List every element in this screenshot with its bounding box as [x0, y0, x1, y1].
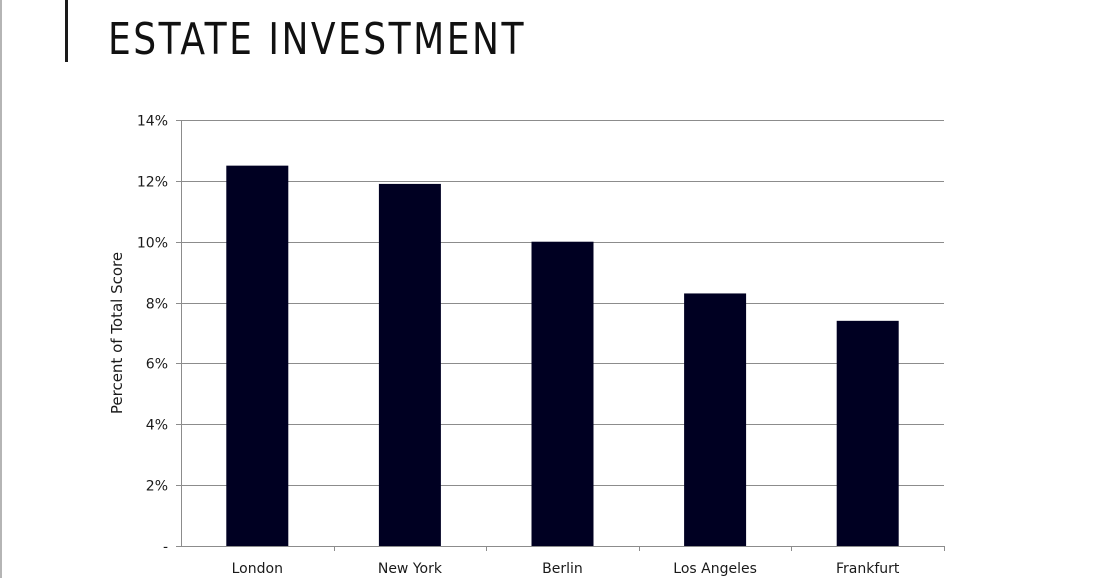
y-axis-label: Percent of Total Score [108, 252, 126, 414]
y-tick-label: - [163, 540, 168, 556]
slide-left-edge [0, 0, 2, 578]
x-tick-label: London [232, 561, 283, 577]
y-tick-label: 14% [137, 114, 168, 130]
x-tick-label: Berlin [542, 561, 583, 577]
bar-los-angeles [684, 293, 747, 546]
title-accent-bar [65, 0, 68, 62]
x-tick-label: New York [378, 561, 443, 577]
y-tick-label: 8% [146, 297, 168, 313]
x-tick-label: Los Angeles [673, 561, 757, 577]
bar-frankfurt [836, 320, 899, 546]
y-tick-label: 4% [146, 418, 168, 434]
y-tick-labels: - 2% 4% 6% 8% 10% 12% 14% [137, 114, 168, 556]
x-tick-labels: London New York Berlin Los Angeles Frankfurt [232, 546, 945, 577]
y-tick-label: 10% [137, 236, 168, 252]
x-tick-label: Frankfurt [836, 561, 900, 577]
bar-new-york [378, 183, 441, 546]
slide-title: ESTATE INVESTMENT [108, 14, 526, 65]
y-tick-label: 6% [146, 357, 168, 373]
y-tick-label: 2% [146, 479, 168, 495]
bar-berlin [531, 241, 594, 546]
axes [181, 120, 944, 547]
y-tick-label: 12% [137, 175, 168, 191]
bars [226, 165, 899, 546]
bar-london [226, 165, 289, 546]
